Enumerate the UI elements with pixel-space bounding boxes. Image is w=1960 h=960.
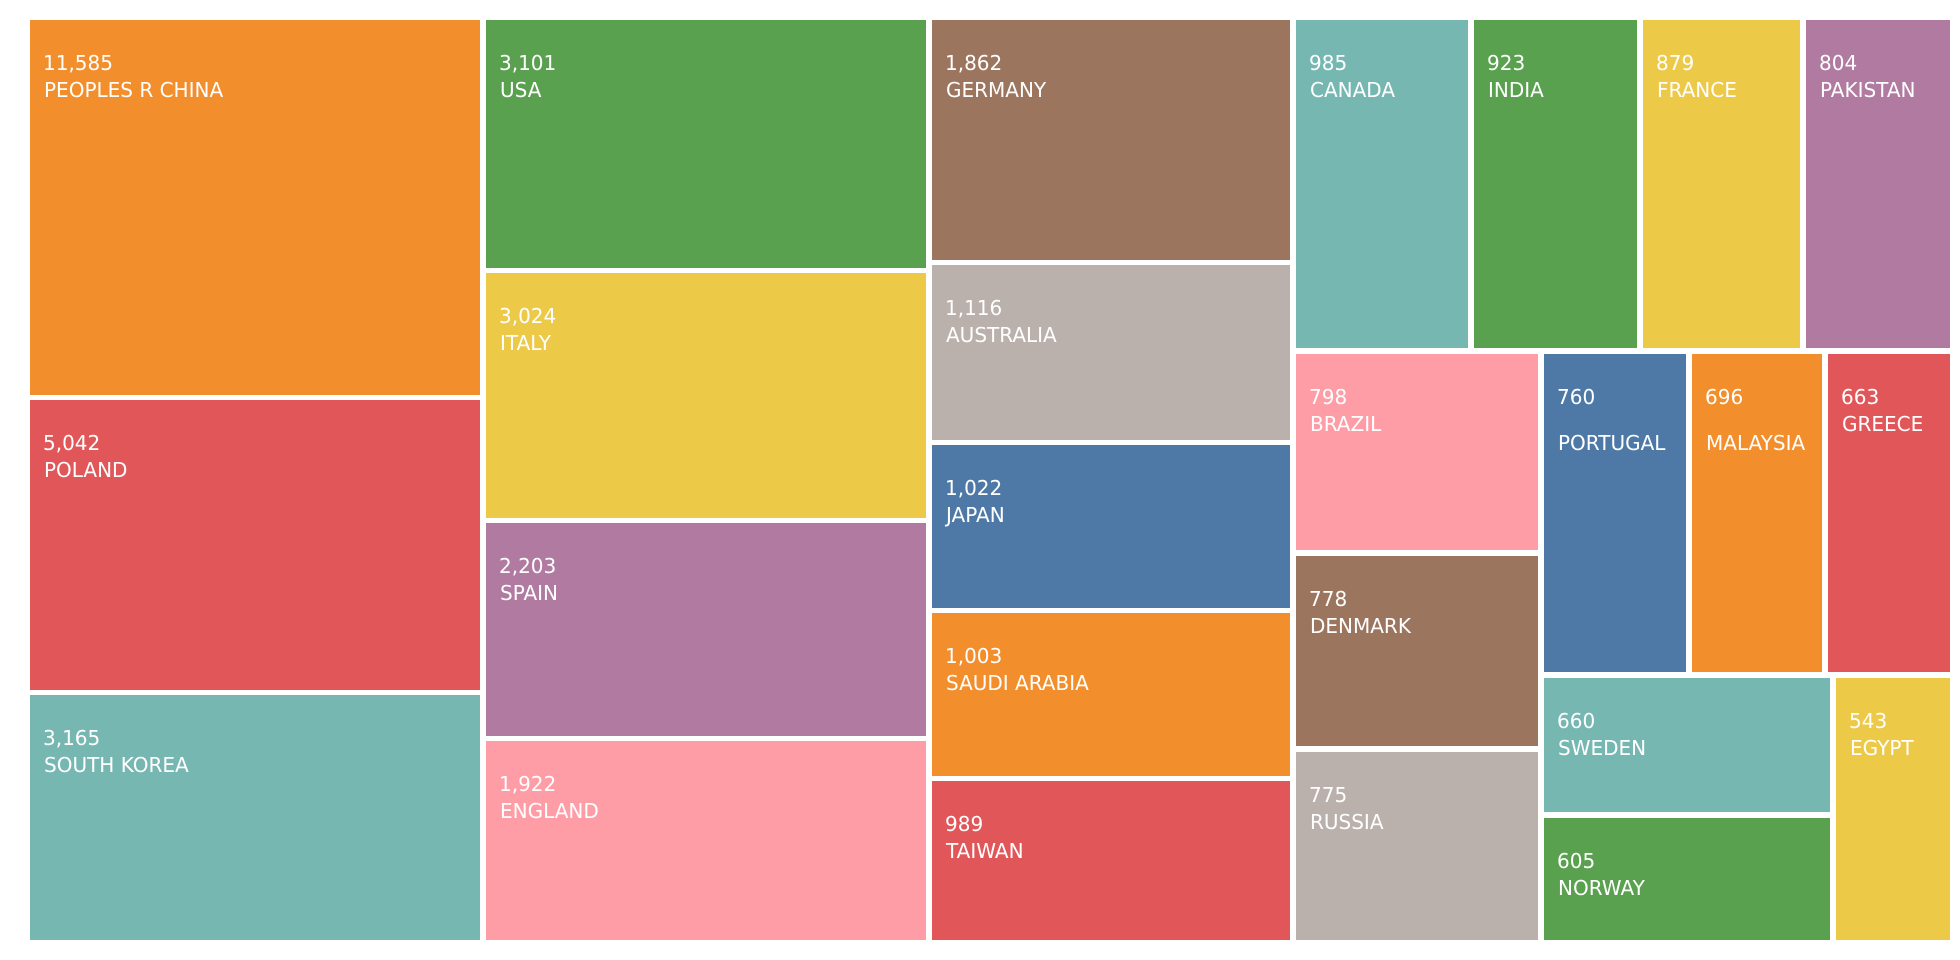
treemap-tile-south-korea[interactable]: 3,165 SOUTH KOREA <box>30 695 480 940</box>
tile-label-england: ENGLAND <box>500 799 599 823</box>
treemap-tile-england[interactable]: 1,922 ENGLAND <box>486 741 926 940</box>
tile-label-denmark: DENMARK <box>1310 614 1411 638</box>
treemap-tile-portugal[interactable]: 760 PORTUGAL <box>1544 354 1686 672</box>
treemap-tile-india[interactable]: 923 INDIA <box>1474 20 1637 348</box>
tile-value-pakistan: 804 <box>1819 51 1858 75</box>
treemap-tile-saudi-arabia[interactable]: 1,003 SAUDI ARABIA <box>932 613 1290 776</box>
treemap-tile-spain[interactable]: 2,203 SPAIN <box>486 523 926 736</box>
treemap-tile-malaysia[interactable]: 696 MALAYSIA <box>1692 354 1822 672</box>
tile-value-saudi-arabia: 1,003 <box>945 644 1003 668</box>
tile-label-egypt: EGYPT <box>1850 736 1914 760</box>
tile-label-germany: GERMANY <box>946 78 1047 102</box>
treemap-tile-sweden[interactable]: 660 SWEDEN <box>1544 678 1830 812</box>
treemap-tile-greece[interactable]: 663 GREECE <box>1828 354 1950 672</box>
tile-value-france: 879 <box>1656 51 1695 75</box>
treemap-tile-germany[interactable]: 1,862 GERMANY <box>932 20 1290 260</box>
tile-value-portugal: 760 <box>1557 385 1596 409</box>
tile-label-saudi-arabia: SAUDI ARABIA <box>946 671 1089 695</box>
tile-value-england: 1,922 <box>499 772 557 796</box>
tile-label-usa: USA <box>500 78 542 102</box>
treemap-tile-usa[interactable]: 3,101 USA <box>486 20 926 268</box>
treemap-tile-australia[interactable]: 1,116 AUSTRALIA <box>932 265 1290 440</box>
treemap-tile-france[interactable]: 879 FRANCE <box>1643 20 1800 348</box>
tile-label-india: INDIA <box>1488 78 1544 102</box>
tile-value-spain: 2,203 <box>499 554 557 578</box>
tile-value-brazil: 798 <box>1309 385 1348 409</box>
tile-value-south-korea: 3,165 <box>43 726 101 750</box>
tile-value-egypt: 543 <box>1849 709 1888 733</box>
tile-value-australia: 1,116 <box>945 296 1003 320</box>
tile-label-spain: SPAIN <box>500 581 559 605</box>
tile-value-italy: 3,024 <box>499 304 557 328</box>
tile-value-malaysia: 696 <box>1705 385 1744 409</box>
tile-value-poland: 5,042 <box>43 431 101 455</box>
tile-value-greece: 663 <box>1841 385 1880 409</box>
tile-value-taiwan: 989 <box>945 812 984 836</box>
tile-label-sweden: SWEDEN <box>1558 736 1647 760</box>
treemap-tile-denmark[interactable]: 778 DENMARK <box>1296 556 1538 746</box>
tile-label-russia: RUSSIA <box>1310 810 1384 834</box>
tile-label-norway: NORWAY <box>1558 876 1645 900</box>
tile-value-japan: 1,022 <box>945 476 1003 500</box>
tile-label-canada: CANADA <box>1310 78 1396 102</box>
tile-label-south-korea: SOUTH KOREA <box>44 753 189 777</box>
treemap-tile-japan[interactable]: 1,022 JAPAN <box>932 445 1290 608</box>
tile-label-greece: GREECE <box>1842 412 1924 436</box>
tile-value-sweden: 660 <box>1557 709 1596 733</box>
tile-value-denmark: 778 <box>1309 587 1348 611</box>
tile-label-portugal: PORTUGAL <box>1558 431 1666 455</box>
tile-label-taiwan: TAIWAN <box>946 839 1024 863</box>
treemap-tile-taiwan[interactable]: 989 TAIWAN <box>932 781 1290 940</box>
treemap-tile-peoples-r-china[interactable]: 11,585 PEOPLES R CHINA <box>30 20 480 395</box>
tile-value-germany: 1,862 <box>945 51 1003 75</box>
tile-label-malaysia: MALAYSIA <box>1706 431 1806 455</box>
tile-label-poland: POLAND <box>44 458 128 482</box>
tile-value-canada: 985 <box>1309 51 1348 75</box>
tile-label-australia: AUSTRALIA <box>946 323 1057 347</box>
tile-label-peoples-r-china: PEOPLES R CHINA <box>44 78 224 102</box>
treemap-tile-canada[interactable]: 985 CANADA <box>1296 20 1468 348</box>
treemap-tile-egypt[interactable]: 543 EGYPT <box>1836 678 1950 940</box>
treemap-tile-brazil[interactable]: 798 BRAZIL <box>1296 354 1538 550</box>
tile-value-usa: 3,101 <box>499 51 557 75</box>
tile-value-india: 923 <box>1487 51 1526 75</box>
treemap-tile-russia[interactable]: 775 RUSSIA <box>1296 752 1538 940</box>
tile-label-brazil: BRAZIL <box>1310 412 1382 436</box>
tile-label-italy: ITALY <box>500 331 551 355</box>
tile-value-russia: 775 <box>1309 783 1348 807</box>
tile-label-japan: JAPAN <box>946 503 1005 527</box>
tile-label-pakistan: PAKISTAN <box>1820 78 1916 102</box>
treemap-tile-pakistan[interactable]: 804 PAKISTAN <box>1806 20 1950 348</box>
treemap-tile-poland[interactable]: 5,042 POLAND <box>30 400 480 690</box>
tile-value-norway: 605 <box>1557 849 1596 873</box>
tile-value-peoples-r-china: 11,585 <box>43 51 113 75</box>
tile-label-france: FRANCE <box>1657 78 1737 102</box>
treemap-tile-norway[interactable]: 605 NORWAY <box>1544 818 1830 940</box>
treemap-tile-italy[interactable]: 3,024 ITALY <box>486 273 926 518</box>
